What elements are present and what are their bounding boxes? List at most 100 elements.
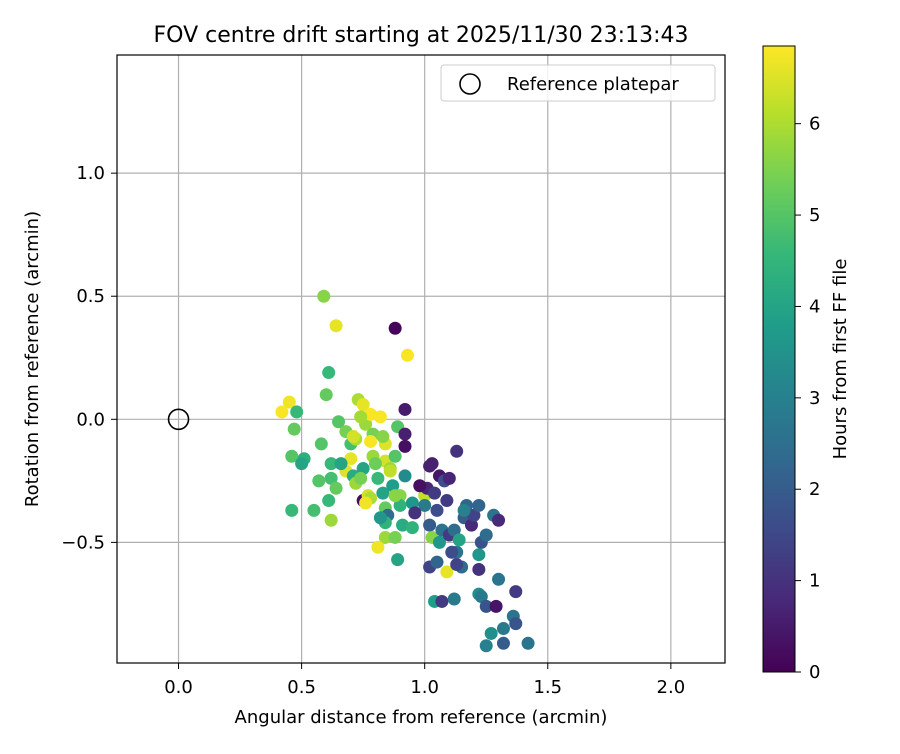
data-point — [285, 449, 299, 463]
data-point — [376, 430, 390, 444]
data-point — [319, 388, 333, 402]
x-tick-label: 1.0 — [410, 677, 439, 698]
colorbar-gradient — [762, 45, 796, 673]
colorbar-tick-label: 3 — [809, 388, 820, 409]
data-point — [442, 471, 456, 485]
legend: Reference platepar — [440, 64, 716, 102]
data-point — [479, 528, 493, 542]
data-point — [383, 464, 397, 478]
data-point — [398, 469, 412, 483]
scatter-points — [275, 289, 535, 653]
data-point — [479, 599, 493, 613]
data-point — [371, 471, 385, 485]
data-point — [282, 395, 296, 409]
data-point — [430, 555, 444, 569]
data-point — [324, 471, 338, 485]
y-tick-label: 0.0 — [76, 409, 105, 430]
data-point — [467, 508, 481, 522]
data-point — [373, 410, 387, 424]
x-tick-label: 0.0 — [164, 677, 193, 698]
data-point — [322, 366, 336, 380]
data-point — [432, 535, 446, 549]
data-point — [364, 407, 378, 421]
colorbar: 0 1 2 3 4 5 6 Hours from first FF file — [762, 45, 851, 683]
data-point — [496, 636, 510, 650]
data-point — [376, 486, 390, 500]
data-point — [391, 553, 405, 567]
data-point — [346, 430, 360, 444]
colorbar-tick-label: 1 — [809, 571, 820, 592]
data-point — [314, 437, 328, 451]
plot-frame — [116, 54, 726, 664]
x-tick-label: 0.5 — [287, 677, 316, 698]
data-point — [447, 523, 461, 537]
data-point — [435, 594, 449, 608]
x-axis: 0.0 0.5 1.0 1.5 2.0 — [164, 663, 685, 698]
data-point — [423, 518, 437, 532]
data-point — [398, 439, 412, 453]
data-point — [295, 457, 309, 471]
colorbar-ticks: 0 1 2 3 4 5 6 — [795, 114, 820, 683]
data-point — [393, 498, 407, 512]
data-point — [509, 585, 523, 599]
x-tick-label: 1.5 — [533, 677, 562, 698]
data-point — [492, 572, 506, 586]
y-tick-label: 0.5 — [76, 286, 105, 307]
plot-area — [117, 55, 725, 663]
data-point — [464, 518, 478, 532]
data-point — [356, 462, 370, 476]
data-point — [447, 592, 461, 606]
data-point — [398, 402, 412, 416]
data-point — [408, 506, 422, 520]
data-point — [440, 494, 454, 508]
x-axis-label: Angular distance from reference (arcmin) — [235, 707, 608, 728]
data-point — [428, 486, 442, 500]
reference-marker — [167, 408, 190, 431]
data-point — [450, 558, 464, 572]
y-axis: −0.5 0.0 0.5 1.0 — [61, 163, 117, 553]
legend-reference-marker — [459, 73, 481, 95]
data-point — [450, 444, 464, 458]
data-point — [329, 319, 343, 333]
data-point — [418, 498, 432, 512]
data-point — [356, 398, 370, 412]
colorbar-tick-label: 2 — [809, 479, 820, 500]
data-point — [509, 617, 523, 631]
data-point — [287, 422, 301, 436]
data-point — [334, 457, 348, 471]
data-point — [371, 540, 385, 554]
data-point — [521, 636, 535, 650]
data-point — [413, 479, 427, 493]
data-point — [457, 503, 471, 517]
data-point — [386, 479, 400, 493]
data-point — [474, 590, 488, 604]
data-point — [445, 545, 459, 559]
data-point — [492, 513, 506, 527]
data-point — [290, 405, 304, 419]
data-point — [388, 321, 402, 335]
colorbar-tick-label: 4 — [809, 296, 820, 317]
data-point — [388, 449, 402, 463]
data-point — [322, 494, 336, 508]
legend-label: Reference platepar — [507, 74, 679, 95]
y-tick-label: −0.5 — [61, 532, 105, 553]
colorbar-tick-label: 5 — [809, 205, 820, 226]
colorbar-tick-label: 0 — [809, 662, 820, 683]
data-point — [359, 496, 373, 510]
data-point — [430, 503, 444, 517]
y-tick-label: 1.0 — [76, 163, 105, 184]
data-point — [312, 474, 326, 488]
data-point — [452, 533, 466, 547]
data-point — [344, 452, 358, 466]
x-tick-label: 2.0 — [657, 677, 686, 698]
data-point — [479, 639, 493, 653]
data-point — [405, 496, 419, 510]
data-point — [398, 427, 412, 441]
data-point — [285, 503, 299, 517]
data-point — [329, 481, 343, 495]
data-point — [354, 471, 368, 485]
data-point — [354, 410, 368, 424]
y-axis-label: Rotation from reference (arcmin) — [22, 211, 43, 507]
